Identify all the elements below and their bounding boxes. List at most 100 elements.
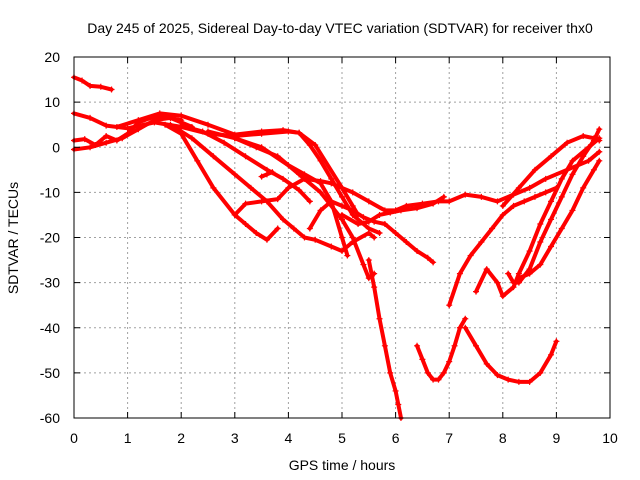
data-point: [365, 218, 372, 225]
x-tick-label: 7: [445, 430, 453, 446]
data-point: [462, 315, 469, 322]
data-point: [580, 184, 587, 191]
data-point: [339, 184, 345, 191]
data-point: [397, 207, 404, 214]
y-tick-label: 20: [44, 49, 60, 65]
series-track-15: [365, 257, 404, 421]
data-point: [548, 243, 555, 250]
data-point: [135, 126, 142, 133]
y-tick-label: -10: [40, 184, 60, 200]
data-point: [103, 132, 110, 139]
x-axis-tick-labels: 0 1 2 3 4 5 6 7 8 9 10: [70, 430, 618, 446]
data-point: [585, 157, 592, 164]
data-point: [151, 117, 158, 124]
data-point: [280, 175, 287, 182]
data-point: [564, 139, 571, 146]
data-point: [473, 288, 479, 295]
series-layer: [71, 74, 603, 421]
data-point: [103, 122, 110, 129]
y-tick-label: -50: [40, 365, 60, 381]
data-point: [290, 225, 297, 232]
data-point: [210, 153, 217, 160]
data-point: [258, 198, 265, 205]
data-point: [269, 169, 276, 176]
y-axis-label: SDTVAR / TECUs: [5, 182, 21, 294]
series-line: [415, 316, 468, 382]
x-tick-label: 1: [124, 430, 132, 446]
data-point: [231, 171, 238, 178]
data-point: [339, 202, 345, 209]
series-track-21: [515, 157, 603, 282]
data-point: [97, 83, 104, 90]
data-point: [312, 141, 319, 148]
data-point: [430, 200, 437, 207]
data-point: [103, 139, 110, 146]
x-tick-label: 6: [392, 430, 400, 446]
data-point: [531, 166, 538, 173]
data-point: [537, 261, 544, 268]
data-point: [81, 136, 88, 143]
data-point: [596, 137, 603, 144]
data-point: [349, 189, 356, 196]
data-point: [360, 261, 367, 268]
data-point: [526, 378, 533, 385]
data-point: [349, 207, 356, 214]
data-point: [301, 234, 308, 241]
data-point: [274, 153, 281, 160]
series-line: [179, 123, 312, 204]
x-tick-label: 0: [70, 430, 78, 446]
data-point: [478, 193, 485, 200]
data-point: [376, 315, 383, 322]
data-point: [178, 122, 185, 129]
data-point: [108, 86, 115, 93]
data-point: [162, 121, 169, 128]
data-point: [462, 191, 469, 198]
data-point: [263, 171, 270, 178]
data-point: [274, 225, 281, 232]
x-tick-label: 9: [553, 430, 561, 446]
series-track-22: [499, 132, 603, 209]
data-point: [542, 175, 549, 182]
data-point: [456, 324, 463, 331]
data-point: [537, 239, 544, 246]
data-point: [414, 248, 421, 255]
data-point: [558, 175, 565, 182]
data-point: [456, 270, 463, 277]
data-point: [253, 229, 260, 236]
data-point: [515, 378, 522, 385]
data-point: [381, 342, 388, 349]
data-point: [526, 270, 533, 277]
data-point: [231, 211, 238, 218]
data-point: [510, 202, 517, 209]
data-point: [596, 148, 603, 155]
data-point: [242, 200, 249, 207]
data-point: [489, 225, 496, 232]
x-tick-label: 3: [231, 430, 239, 446]
data-point: [387, 369, 394, 376]
series-track-10: [231, 135, 378, 282]
y-tick-label: -20: [40, 230, 60, 246]
series-track-05: [113, 110, 383, 236]
x-tick-label: 2: [177, 430, 185, 446]
data-point: [312, 236, 319, 243]
data-point: [494, 198, 501, 205]
data-point: [188, 135, 195, 142]
data-point: [531, 193, 538, 200]
data-point: [317, 157, 324, 164]
data-point: [328, 243, 335, 250]
data-point: [505, 376, 512, 383]
data-point: [296, 171, 303, 178]
y-axis-tick-labels: 20 10 0 -10 -20 -30 -40 -50 -60: [40, 49, 60, 426]
data-point: [424, 369, 431, 376]
y-tick-label: -40: [40, 320, 60, 336]
data-point: [355, 220, 362, 227]
data-point: [285, 184, 292, 191]
data-point: [376, 229, 383, 236]
series-track-19: [473, 135, 603, 300]
x-tick-label: 4: [285, 430, 293, 446]
x-tick-label: 10: [602, 430, 618, 446]
data-point: [494, 372, 501, 379]
data-point: [548, 153, 555, 160]
data-point: [87, 114, 94, 121]
